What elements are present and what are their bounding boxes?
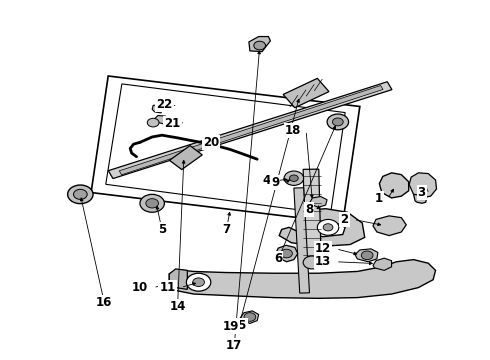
Text: 1: 1: [375, 192, 383, 205]
Polygon shape: [414, 194, 427, 203]
Polygon shape: [373, 258, 392, 270]
Polygon shape: [379, 173, 409, 198]
Circle shape: [281, 249, 293, 258]
Circle shape: [284, 171, 304, 185]
Polygon shape: [373, 216, 406, 235]
Polygon shape: [355, 249, 378, 262]
Circle shape: [186, 273, 211, 291]
Text: 11: 11: [159, 281, 175, 294]
Text: 10: 10: [132, 281, 148, 294]
Text: 18: 18: [285, 124, 301, 137]
Polygon shape: [310, 197, 327, 207]
Circle shape: [146, 199, 159, 208]
Polygon shape: [119, 86, 383, 175]
Text: 6: 6: [274, 252, 282, 265]
Text: 17: 17: [226, 339, 243, 352]
Text: 4: 4: [263, 174, 271, 187]
Circle shape: [254, 41, 266, 50]
Circle shape: [323, 224, 333, 231]
Text: 2: 2: [341, 213, 348, 226]
Circle shape: [361, 251, 373, 260]
Text: 12: 12: [315, 242, 331, 255]
Circle shape: [332, 118, 343, 126]
Text: 15: 15: [231, 319, 247, 332]
Circle shape: [290, 175, 298, 181]
Circle shape: [327, 114, 348, 130]
Circle shape: [68, 185, 93, 204]
Circle shape: [303, 256, 321, 269]
Polygon shape: [294, 188, 310, 293]
Text: 14: 14: [170, 300, 186, 313]
Polygon shape: [249, 37, 270, 51]
Text: 3: 3: [417, 186, 426, 199]
Circle shape: [147, 118, 159, 127]
Polygon shape: [155, 116, 167, 124]
Circle shape: [244, 313, 256, 321]
Polygon shape: [279, 209, 365, 246]
Text: 22: 22: [156, 98, 172, 111]
Circle shape: [74, 189, 87, 199]
Text: 20: 20: [203, 136, 219, 149]
Text: 8: 8: [305, 203, 314, 216]
Text: 5: 5: [158, 223, 166, 236]
Text: 13: 13: [315, 255, 331, 268]
Text: 7: 7: [222, 223, 230, 236]
Polygon shape: [275, 245, 298, 262]
Polygon shape: [152, 105, 163, 113]
Polygon shape: [169, 260, 436, 298]
Polygon shape: [240, 311, 259, 323]
Text: 19: 19: [223, 320, 239, 333]
Text: 9: 9: [271, 176, 279, 189]
Polygon shape: [283, 78, 329, 108]
Polygon shape: [170, 145, 202, 170]
Text: 21: 21: [164, 117, 180, 130]
Polygon shape: [409, 173, 437, 198]
Polygon shape: [169, 269, 187, 289]
Circle shape: [318, 220, 339, 235]
Circle shape: [140, 194, 164, 212]
Text: 16: 16: [96, 296, 113, 309]
Circle shape: [193, 278, 204, 287]
Polygon shape: [108, 82, 392, 179]
Polygon shape: [303, 169, 321, 262]
